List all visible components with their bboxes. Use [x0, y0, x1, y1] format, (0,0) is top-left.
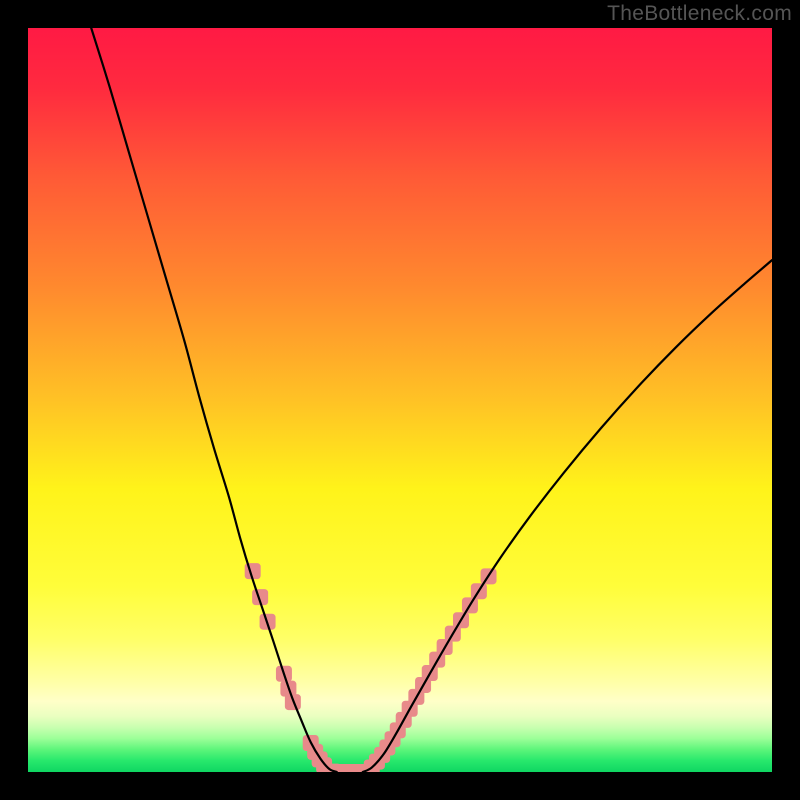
chart-stage: TheBottleneck.com [0, 0, 800, 800]
gradient-plot-background [28, 28, 772, 772]
watermark-label: TheBottleneck.com [607, 2, 792, 26]
bottleneck-chart [0, 0, 800, 800]
